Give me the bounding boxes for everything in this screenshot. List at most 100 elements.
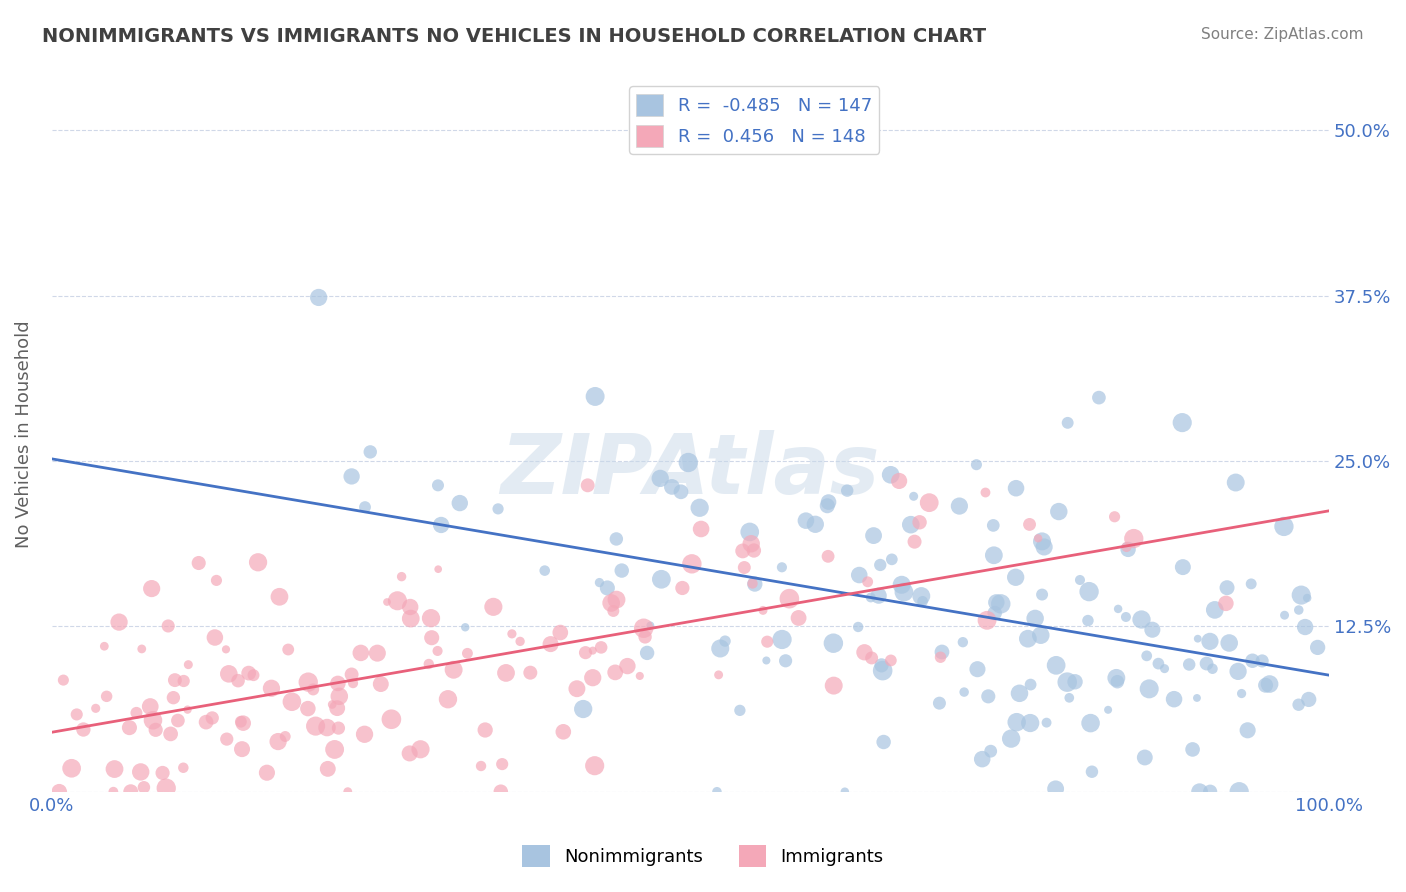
- Point: [823, 636, 845, 650]
- Point: [738, 524, 761, 539]
- Text: ZIPAtlas: ZIPAtlas: [501, 430, 880, 511]
- Point: [856, 574, 879, 589]
- Point: [409, 742, 432, 756]
- Point: [328, 690, 350, 704]
- Point: [103, 762, 125, 776]
- Point: [929, 650, 952, 665]
- Point: [129, 764, 152, 779]
- Point: [728, 703, 751, 717]
- Point: [1230, 687, 1253, 701]
- Point: [1272, 519, 1295, 533]
- Point: [218, 666, 240, 681]
- Point: [1000, 731, 1022, 746]
- Text: Source: ZipAtlas.com: Source: ZipAtlas.com: [1201, 27, 1364, 42]
- Point: [120, 785, 142, 799]
- Point: [215, 732, 238, 747]
- Point: [1199, 785, 1222, 799]
- Point: [596, 581, 619, 595]
- Point: [983, 606, 1005, 620]
- Point: [977, 690, 1000, 704]
- Point: [1298, 692, 1320, 706]
- Point: [353, 727, 375, 741]
- Point: [636, 646, 658, 660]
- Point: [862, 528, 884, 542]
- Point: [650, 471, 672, 485]
- Point: [582, 671, 605, 685]
- Point: [565, 681, 588, 696]
- Point: [342, 676, 364, 690]
- Point: [714, 634, 737, 648]
- Point: [980, 744, 1002, 758]
- Point: [1077, 614, 1099, 628]
- Point: [870, 658, 893, 673]
- Point: [965, 458, 987, 472]
- Point: [1107, 602, 1129, 616]
- Point: [1115, 540, 1137, 554]
- Point: [1097, 703, 1119, 717]
- Point: [1201, 662, 1223, 676]
- Point: [420, 631, 443, 645]
- Point: [323, 742, 346, 756]
- Point: [1142, 623, 1164, 637]
- Point: [1088, 391, 1111, 405]
- Point: [350, 646, 373, 660]
- Point: [131, 642, 153, 657]
- Point: [1064, 674, 1087, 689]
- Point: [1147, 657, 1170, 671]
- Point: [495, 665, 517, 680]
- Point: [640, 618, 662, 632]
- Point: [1199, 634, 1222, 648]
- Point: [953, 685, 976, 699]
- Point: [187, 556, 209, 570]
- Point: [66, 707, 89, 722]
- Point: [681, 557, 703, 571]
- Point: [903, 534, 925, 549]
- Point: [391, 569, 413, 583]
- Point: [1258, 677, 1281, 691]
- Point: [426, 644, 449, 658]
- Point: [966, 662, 988, 676]
- Point: [366, 646, 388, 660]
- Point: [48, 785, 70, 799]
- Point: [872, 735, 894, 749]
- Point: [420, 611, 443, 625]
- Point: [787, 611, 810, 625]
- Point: [125, 706, 148, 720]
- Point: [340, 469, 363, 483]
- Point: [1024, 611, 1046, 625]
- Point: [752, 603, 775, 617]
- Point: [1227, 785, 1250, 799]
- Point: [321, 698, 343, 712]
- Point: [474, 723, 496, 737]
- Point: [983, 548, 1005, 562]
- Point: [204, 631, 226, 645]
- Point: [519, 665, 541, 680]
- Point: [860, 651, 883, 665]
- Point: [1105, 671, 1128, 685]
- Point: [846, 620, 869, 634]
- Point: [981, 518, 1004, 533]
- Point: [574, 646, 596, 660]
- Point: [232, 716, 254, 731]
- Point: [145, 723, 167, 737]
- Point: [308, 290, 330, 304]
- Point: [1215, 596, 1237, 610]
- Point: [215, 642, 238, 657]
- Legend: Nonimmigrants, Immigrants: Nonimmigrants, Immigrants: [515, 838, 891, 874]
- Point: [540, 637, 562, 651]
- Point: [633, 621, 655, 635]
- Point: [756, 634, 779, 648]
- Point: [872, 664, 894, 678]
- Point: [177, 657, 200, 672]
- Point: [974, 485, 997, 500]
- Point: [1004, 570, 1026, 584]
- Point: [1306, 640, 1329, 655]
- Point: [108, 615, 131, 629]
- Point: [576, 478, 599, 492]
- Point: [1137, 681, 1160, 696]
- Point: [1078, 584, 1101, 599]
- Point: [591, 640, 613, 655]
- Point: [908, 516, 931, 530]
- Point: [1288, 603, 1310, 617]
- Point: [157, 619, 180, 633]
